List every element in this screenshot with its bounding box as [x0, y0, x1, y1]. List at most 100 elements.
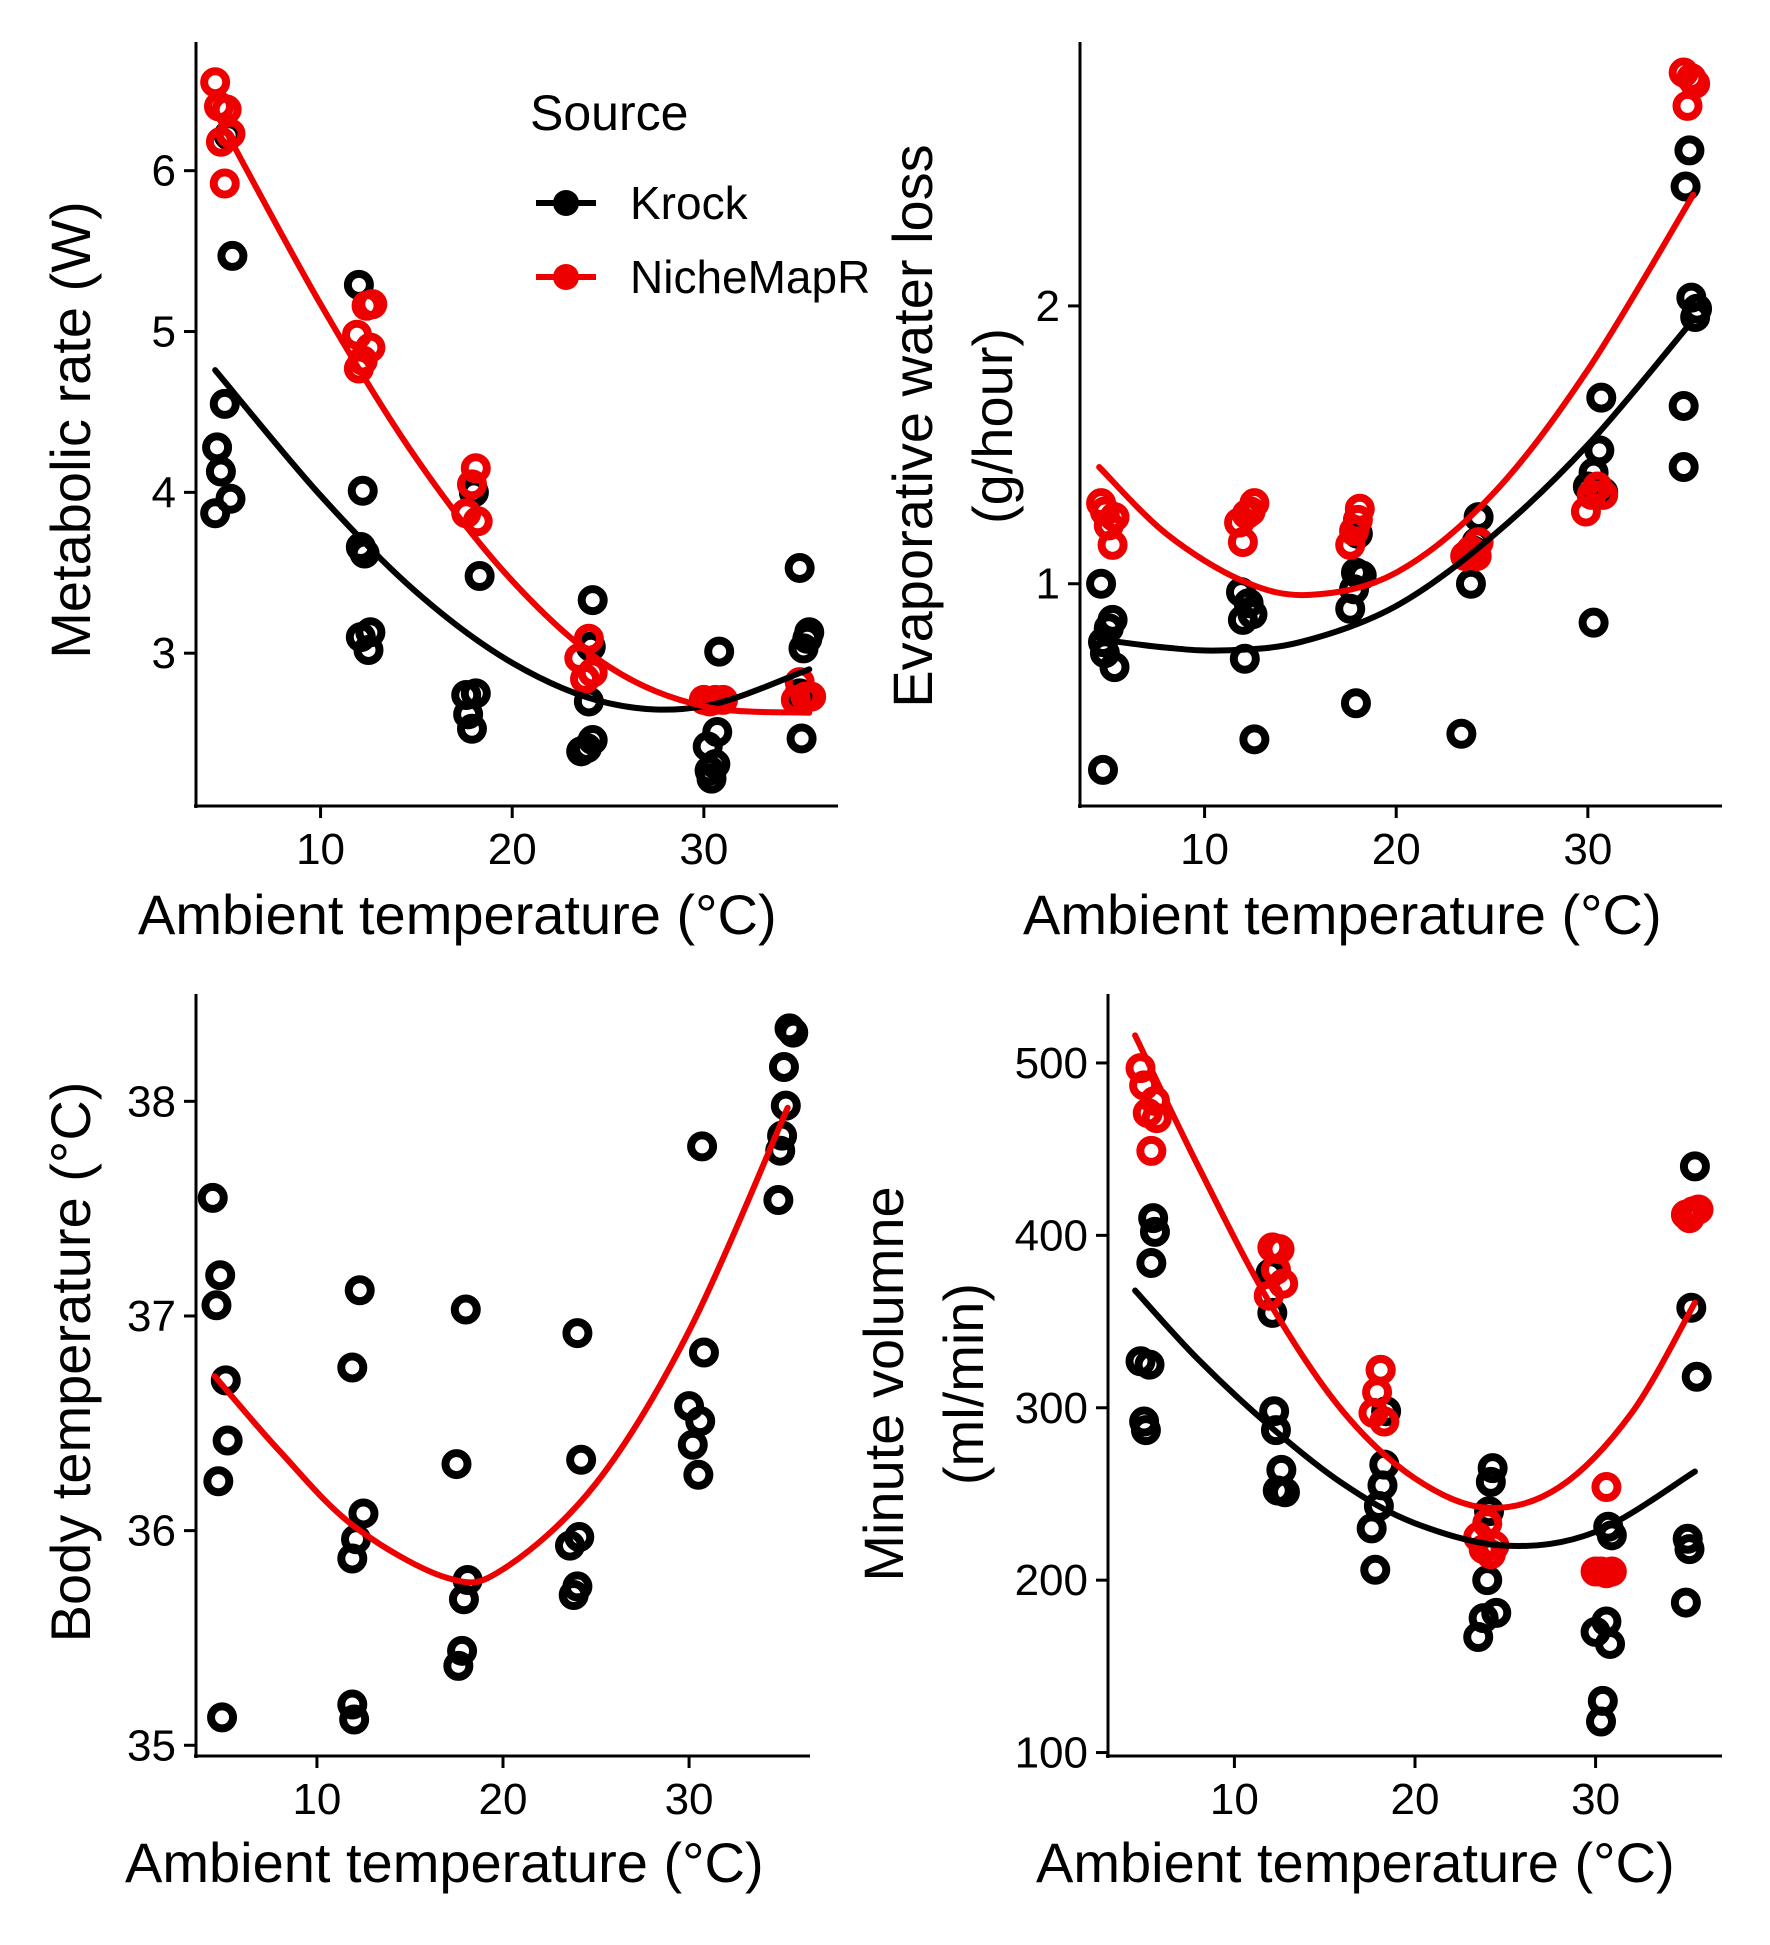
data-point-nichemapr: [1268, 1268, 1299, 1299]
data-point-krock: [1670, 1587, 1701, 1618]
legend-label-krock: Krock: [630, 177, 749, 229]
data-point-krock: [1266, 1454, 1297, 1485]
y-tick-label: 100: [1015, 1729, 1088, 1778]
data-point-krock: [778, 1017, 809, 1048]
data-point-krock: [1475, 1466, 1506, 1497]
x-tick-label: 20: [1391, 1775, 1440, 1824]
data-point-krock: [768, 1051, 799, 1082]
data-point-krock: [217, 240, 248, 271]
data-point-krock: [1099, 652, 1130, 683]
data-point-krock: [337, 1689, 368, 1720]
data-point-krock: [1130, 1415, 1161, 1446]
data-point-krock: [201, 1290, 232, 1321]
data-point-nichemapr: [1365, 1354, 1396, 1385]
data-point-krock: [1679, 1151, 1710, 1182]
data-point-krock: [1360, 1554, 1391, 1585]
x-axis-title-metabolic: Ambient temperature (°C): [138, 883, 777, 946]
legend-title: Source: [530, 85, 688, 141]
legend-label-nichemapr: NicheMapR: [630, 251, 870, 303]
data-point-krock: [687, 1131, 718, 1162]
data-point-krock: [215, 483, 246, 514]
data-point-krock: [1474, 1496, 1505, 1527]
data-point-krock: [1668, 390, 1699, 421]
legend-entry-krock: Krock: [536, 177, 749, 229]
data-point-krock: [1446, 718, 1477, 749]
data-point-krock: [337, 1352, 368, 1383]
data-point-nichemapr: [1335, 529, 1366, 560]
data-point-krock: [784, 552, 815, 583]
y-tick-label: 4: [152, 468, 176, 517]
data-point-krock: [207, 1702, 238, 1733]
data-point-krock: [355, 617, 386, 648]
legend-entry-nichemapr: NicheMapR: [536, 251, 870, 303]
y-axis-title-metabolic: Metabolic rate (W): [39, 201, 102, 658]
data-point-krock: [353, 634, 384, 665]
data-point-krock: [447, 1635, 478, 1666]
data-point-krock: [1260, 1415, 1291, 1446]
data-point-krock: [344, 1275, 375, 1306]
data-point-krock: [200, 498, 231, 529]
data-point-krock: [700, 749, 731, 780]
y-axis-title-body-temp: Body temperature (°C): [39, 1082, 102, 1643]
data-point-krock: [1668, 452, 1699, 483]
data-point-nichemapr: [1097, 529, 1128, 560]
data-point-krock: [1674, 135, 1705, 166]
data-point-nichemapr: [1239, 488, 1270, 519]
data-point-nichemapr: [1369, 1406, 1400, 1437]
y-tick-label: 1: [1036, 560, 1060, 609]
data-point-krock: [1595, 1628, 1626, 1659]
data-point-krock: [1477, 1453, 1508, 1484]
x-tick-label: 30: [1563, 825, 1612, 874]
data-point-nichemapr: [462, 506, 493, 537]
data-point-krock: [577, 725, 608, 756]
x-tick-label: 10: [296, 825, 345, 874]
data-point-krock: [794, 617, 825, 648]
data-point-krock: [786, 723, 817, 754]
data-point-krock: [562, 1571, 593, 1602]
data-point-krock: [577, 585, 608, 616]
y-tick-label: 5: [152, 308, 176, 357]
y-tick-label: 37: [127, 1292, 176, 1341]
y-tick-label: 36: [127, 1507, 176, 1556]
data-point-krock: [456, 713, 487, 744]
fit-curve-nichemapr: [1096, 191, 1697, 599]
data-point-krock: [1340, 688, 1371, 719]
panel-metabolic: Metabolic rate (W) Ambient temperature (…: [39, 42, 838, 946]
panel-minute-volume: Minute volumne (ml/min) Ambient temperat…: [852, 994, 1722, 1894]
fit-curve-nichemapr: [211, 1104, 791, 1586]
data-point-nichemapr: [1680, 68, 1711, 99]
data-point-nichemapr: [1227, 527, 1258, 558]
data-point-krock: [1239, 724, 1270, 755]
x-tick-label: 20: [479, 1775, 528, 1824]
x-tick-label: 10: [1180, 825, 1229, 874]
data-point-nichemapr: [1344, 493, 1375, 524]
data-point-nichemapr: [796, 681, 827, 712]
data-point-krock: [209, 388, 240, 419]
data-point-nichemapr: [1362, 1377, 1393, 1408]
data-point-nichemapr: [357, 289, 388, 320]
x-tick-label: 20: [488, 825, 537, 874]
data-point-krock: [1237, 599, 1268, 630]
y-axis-title-minute-volume-line1: Minute volumne: [852, 1186, 915, 1581]
fit-curve-krock: [1096, 316, 1697, 654]
data-point-krock: [704, 636, 735, 667]
legend-key-marker-krock: [553, 190, 579, 216]
data-point-krock: [348, 1498, 379, 1529]
data-point-nichemapr: [1683, 1194, 1714, 1225]
data-point-krock: [197, 1182, 228, 1213]
data-point-krock: [347, 475, 378, 506]
data-point-krock: [1586, 382, 1617, 413]
data-point-krock: [1481, 1597, 1512, 1628]
y-tick-label: 35: [127, 1721, 176, 1770]
data-point-krock: [202, 432, 233, 463]
data-point-nichemapr: [1136, 1135, 1167, 1166]
x-axis-title-minute-volume: Ambient temperature (°C): [1036, 1831, 1675, 1894]
x-axis-title-evaporative: Ambient temperature (°C): [1023, 883, 1662, 946]
data-point-nichemapr: [456, 469, 487, 500]
data-point-krock: [339, 1704, 370, 1735]
data-point-krock: [443, 1650, 474, 1681]
data-point-krock: [702, 717, 733, 748]
x-tick-label: 10: [292, 1775, 341, 1824]
data-point-krock: [566, 1444, 597, 1475]
data-point-krock: [1472, 1565, 1503, 1596]
